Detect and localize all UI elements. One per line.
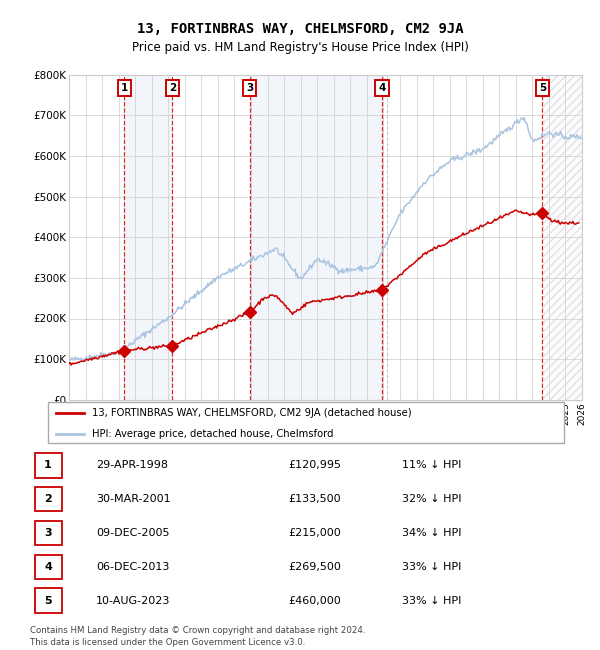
Text: 32% ↓ HPI: 32% ↓ HPI xyxy=(402,494,461,504)
Text: 30-MAR-2001: 30-MAR-2001 xyxy=(96,494,170,504)
Text: 3: 3 xyxy=(246,83,253,93)
Text: 13, FORTINBRAS WAY, CHELMSFORD, CM2 9JA: 13, FORTINBRAS WAY, CHELMSFORD, CM2 9JA xyxy=(137,22,463,36)
Text: 3: 3 xyxy=(44,528,52,538)
Text: Price paid vs. HM Land Registry's House Price Index (HPI): Price paid vs. HM Land Registry's House … xyxy=(131,41,469,54)
Text: 2: 2 xyxy=(44,494,52,504)
Text: 5: 5 xyxy=(539,83,546,93)
Text: 29-APR-1998: 29-APR-1998 xyxy=(96,460,168,471)
Text: 2: 2 xyxy=(169,83,176,93)
Text: 4: 4 xyxy=(379,83,386,93)
Bar xyxy=(124,75,172,400)
Text: £269,500: £269,500 xyxy=(288,562,341,572)
Text: 11% ↓ HPI: 11% ↓ HPI xyxy=(402,460,461,471)
Bar xyxy=(542,75,582,400)
Text: 34% ↓ HPI: 34% ↓ HPI xyxy=(402,528,461,538)
Text: 10-AUG-2023: 10-AUG-2023 xyxy=(96,595,170,606)
Bar xyxy=(542,75,582,400)
Text: 06-DEC-2013: 06-DEC-2013 xyxy=(96,562,169,572)
Text: 13, FORTINBRAS WAY, CHELMSFORD, CM2 9JA (detached house): 13, FORTINBRAS WAY, CHELMSFORD, CM2 9JA … xyxy=(92,408,412,419)
Text: 1: 1 xyxy=(44,460,52,471)
Text: £460,000: £460,000 xyxy=(288,595,341,606)
Text: 1: 1 xyxy=(121,83,128,93)
Text: 4: 4 xyxy=(44,562,52,572)
Text: Contains HM Land Registry data © Crown copyright and database right 2024.
This d: Contains HM Land Registry data © Crown c… xyxy=(30,626,365,647)
Text: 5: 5 xyxy=(44,595,52,606)
Bar xyxy=(250,75,382,400)
Text: £120,995: £120,995 xyxy=(288,460,341,471)
Text: 09-DEC-2005: 09-DEC-2005 xyxy=(96,528,170,538)
Text: £133,500: £133,500 xyxy=(288,494,341,504)
Text: £215,000: £215,000 xyxy=(288,528,341,538)
Text: 33% ↓ HPI: 33% ↓ HPI xyxy=(402,595,461,606)
Text: 33% ↓ HPI: 33% ↓ HPI xyxy=(402,562,461,572)
Text: HPI: Average price, detached house, Chelmsford: HPI: Average price, detached house, Chel… xyxy=(92,429,334,439)
